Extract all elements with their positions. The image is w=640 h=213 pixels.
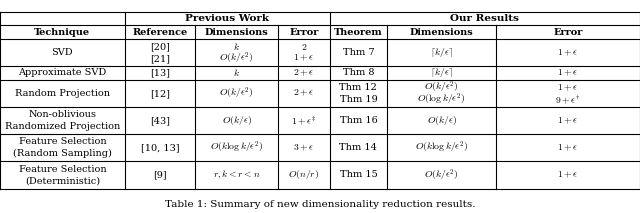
Text: Previous Work: Previous Work [185,14,269,23]
Text: [12]: [12] [150,89,170,98]
Text: $2$: $2$ [301,42,307,52]
Text: Thm 15: Thm 15 [340,170,377,179]
Text: $1+\epsilon$: $1+\epsilon$ [557,170,579,180]
Text: Technique: Technique [35,28,90,37]
Text: $1+\epsilon^{\ddagger}$: $1+\epsilon^{\ddagger}$ [291,114,317,127]
Text: $1+\epsilon$: $1+\epsilon$ [557,82,579,93]
Text: [9]: [9] [153,170,167,179]
Text: Error: Error [554,28,582,37]
Text: Feature Selection: Feature Selection [19,165,106,174]
Text: Thm 12: Thm 12 [339,83,378,92]
Text: Thm 14: Thm 14 [339,143,378,152]
Text: Feature Selection: Feature Selection [19,137,106,146]
Text: $1+\epsilon$: $1+\epsilon$ [557,47,579,58]
Text: $\lceil k/\epsilon \rceil$: $\lceil k/\epsilon \rceil$ [430,46,453,59]
Text: Thm 16: Thm 16 [340,116,377,125]
Text: [43]: [43] [150,116,170,125]
Text: $O(k/\epsilon^2)$: $O(k/\epsilon^2)$ [424,80,459,95]
Text: $1+\epsilon$: $1+\epsilon$ [293,53,315,63]
Text: Randomized Projection: Randomized Projection [4,122,120,131]
Text: [20]: [20] [150,42,170,51]
Text: Non-oblivious: Non-oblivious [28,110,97,119]
Text: $O(\log k/\epsilon^2)$: $O(\log k/\epsilon^2)$ [417,91,466,107]
Text: Dimensions: Dimensions [410,28,474,37]
Text: [21]: [21] [150,54,170,63]
Text: Thm 7: Thm 7 [342,48,374,57]
Text: Approximate SVD: Approximate SVD [19,68,106,77]
Text: $O(k/\epsilon)$: $O(k/\epsilon)$ [222,114,252,127]
Text: Error: Error [289,28,319,37]
Text: $k$: $k$ [234,41,240,52]
Text: $O(n/r)$: $O(n/r)$ [289,168,319,181]
Text: Random Projection: Random Projection [15,89,110,98]
Text: (Deterministic): (Deterministic) [25,176,100,185]
Text: $2+\epsilon$: $2+\epsilon$ [293,68,315,78]
Text: Theorem: Theorem [334,28,383,37]
Text: $1+\epsilon$: $1+\epsilon$ [557,68,579,78]
Text: Thm 8: Thm 8 [342,68,374,77]
Text: $O(k\log k/\epsilon^2)$: $O(k\log k/\epsilon^2)$ [210,140,264,155]
Text: Dimensions: Dimensions [205,28,269,37]
Text: Table 1: Summary of new dimensionality reduction results.: Table 1: Summary of new dimensionality r… [164,200,476,209]
Text: Reference: Reference [132,28,188,37]
Text: $O(k\log k/\epsilon^2)$: $O(k\log k/\epsilon^2)$ [415,140,468,155]
Text: $1+\epsilon$: $1+\epsilon$ [557,142,579,153]
Text: $O(k/\epsilon)$: $O(k/\epsilon)$ [427,114,456,127]
Text: $O(k/\epsilon^2)$: $O(k/\epsilon^2)$ [220,50,254,66]
Text: $k$: $k$ [234,67,240,78]
Text: $O(k/\epsilon^2)$: $O(k/\epsilon^2)$ [424,167,459,183]
Text: $3+\epsilon$: $3+\epsilon$ [293,142,315,153]
Text: $r, k < r < n$: $r, k < r < n$ [213,169,260,181]
Text: SVD: SVD [52,48,73,57]
Text: Our Results: Our Results [451,14,519,23]
Text: Thm 19: Thm 19 [340,95,377,104]
Text: $1+\epsilon$: $1+\epsilon$ [557,115,579,126]
Text: $O(k/\epsilon^2)$: $O(k/\epsilon^2)$ [220,86,254,101]
Text: [10, 13]: [10, 13] [141,143,179,152]
Text: [13]: [13] [150,68,170,77]
Text: $9+\epsilon^{\dagger}$: $9+\epsilon^{\dagger}$ [556,93,580,106]
Text: (Random Sampling): (Random Sampling) [13,149,112,158]
Text: $2+\epsilon$: $2+\epsilon$ [293,88,315,98]
Text: $\lceil k/\epsilon \rceil$: $\lceil k/\epsilon \rceil$ [430,66,453,79]
